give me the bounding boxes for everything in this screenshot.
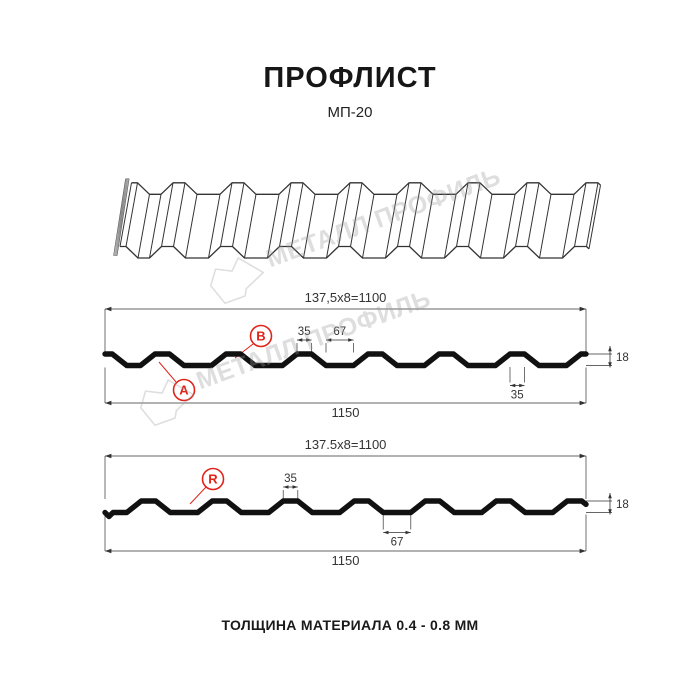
- svg-text:18: 18: [616, 352, 629, 364]
- svg-text:67: 67: [391, 537, 404, 549]
- svg-text:137.5x8=1100: 137.5x8=1100: [305, 437, 387, 452]
- svg-text:МЕТАЛЛ ПРОФИЛЬ: МЕТАЛЛ ПРОФИЛЬ: [263, 162, 505, 273]
- svg-text:B: B: [256, 328, 265, 343]
- svg-text:1150: 1150: [332, 553, 360, 568]
- svg-text:R: R: [208, 471, 218, 486]
- svg-text:18: 18: [616, 499, 629, 511]
- svg-text:35: 35: [284, 473, 297, 485]
- svg-text:1150: 1150: [332, 405, 360, 420]
- svg-text:35: 35: [511, 390, 524, 402]
